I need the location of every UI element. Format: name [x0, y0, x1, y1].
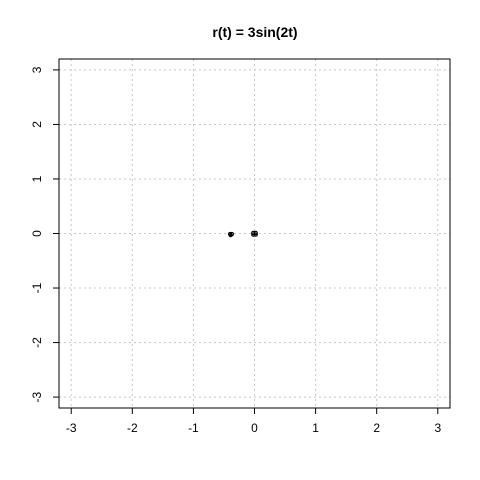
data-point [227, 231, 233, 237]
x-tick-label: -2 [127, 421, 138, 435]
x-tick-label: -3 [66, 421, 77, 435]
x-tick-label: 0 [251, 421, 258, 435]
y-tick-label: 0 [30, 230, 44, 237]
y-tick-label: -2 [30, 337, 44, 348]
x-tick-label: 3 [434, 421, 441, 435]
data-point [229, 231, 235, 237]
y-tick-label: 1 [30, 175, 44, 182]
y-tick-label: 3 [30, 66, 44, 73]
data-point [251, 232, 256, 237]
data-point [253, 232, 258, 237]
y-tick-label: 2 [30, 121, 44, 128]
grid-lines [59, 59, 450, 408]
x-tick-label: 2 [373, 421, 380, 435]
y-tick-label: -3 [30, 391, 44, 402]
data-points [227, 230, 258, 238]
x-tick-label: 1 [312, 421, 319, 435]
y-tick-label: -1 [30, 282, 44, 293]
axes: -3 -2 -1 0 1 2 3 -3 -2 -1 0 1 2 3 [30, 66, 441, 435]
chart-title: r(t) = 3sin(2t) [212, 24, 297, 40]
x-tick-label: -1 [188, 421, 199, 435]
